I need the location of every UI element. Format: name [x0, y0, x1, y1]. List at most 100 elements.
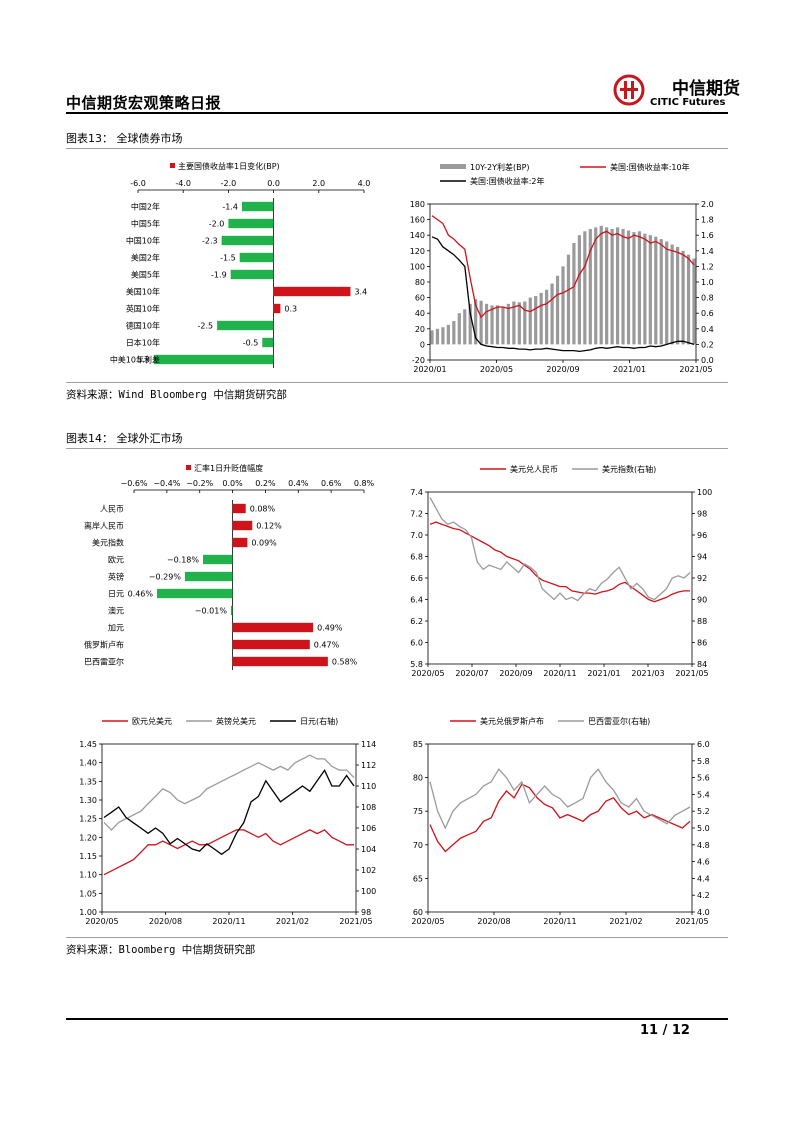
y-right-tick-label: 0.6 — [701, 309, 714, 318]
spread-bar — [495, 305, 500, 345]
y-right-tick-label: 100 — [697, 488, 712, 497]
x-tick-label: −0.4% — [153, 479, 180, 488]
x-tick-label: 0.0% — [222, 479, 243, 488]
data-label: 5.3 — [137, 356, 150, 365]
category-label: 欧元 — [108, 555, 124, 565]
bar — [232, 537, 248, 548]
y-right-tick-label: 98 — [697, 510, 707, 519]
data-label: 0.12% — [256, 522, 282, 531]
spread-bar — [561, 266, 565, 345]
spread-bar — [686, 254, 691, 345]
figure13-top-rule — [66, 148, 728, 149]
x-tick-label: 2020/11 — [543, 669, 576, 678]
category-label: 离岸人民币 — [84, 521, 124, 531]
spread-bar — [615, 227, 620, 345]
x-tick-label: 2021/02 — [609, 917, 642, 926]
bar — [217, 320, 274, 331]
legend-label: 英镑兑美元 — [216, 716, 256, 726]
spread-bar — [528, 297, 532, 345]
figure14-source: 资料来源：Bloomberg 中信期货研究部 — [66, 944, 256, 956]
y-right-tick-label: 4.6 — [697, 858, 710, 867]
spread-bar — [545, 289, 549, 345]
header-rule — [66, 112, 728, 114]
y-right-tick-label: 86 — [697, 639, 707, 648]
x-tick-label: 2020/05 — [411, 917, 444, 926]
y-left-tick-label: 80 — [413, 774, 423, 783]
y-left-tick-label: 80 — [415, 278, 425, 287]
spread-bar — [490, 305, 494, 345]
bar — [232, 622, 314, 633]
y-right-tick-label: 98 — [361, 908, 371, 917]
y-right-tick-label: 4.8 — [697, 841, 710, 850]
fx-change-chart: 汇率1日升贬值幅度 −0.6% −0.4% −0.2% 0.0% 0.2% 0.4% 0.6%… — [84, 463, 375, 670]
y-left-tick-label: 75 — [413, 807, 423, 816]
y-left-tick-label: 1.30 — [79, 796, 97, 805]
y-right-tick-label: 1.8 — [701, 216, 714, 225]
spread-bar — [550, 283, 554, 345]
legend-label: 巴西雷亚尔(右轴) — [588, 716, 650, 726]
spread-bar — [534, 296, 538, 345]
y-right-tick-label: 5.4 — [697, 790, 710, 799]
spread-bar — [506, 303, 511, 345]
x-tick-label: 2021/05 — [675, 669, 708, 678]
x-tick-label: 2021/01 — [613, 365, 646, 374]
x-tick-label: 2020/05 — [480, 365, 513, 374]
y-left-tick-label: 20 — [415, 325, 425, 334]
bar — [273, 286, 351, 297]
data-label: -1.4 — [222, 203, 238, 212]
logo-text-cn: 中信期货 — [672, 79, 740, 99]
spread-bar — [566, 254, 571, 345]
bar — [232, 520, 253, 531]
x-tick-label: -4.0 — [175, 179, 191, 188]
y-left-tick-label: 6.8 — [410, 553, 423, 562]
x-tick-label: 2020/07 — [455, 669, 488, 678]
category-label: 中国2年 — [131, 202, 160, 212]
spread-bar — [523, 301, 527, 345]
spread-bar — [441, 327, 445, 345]
usdcny-dxy-chart: 5.8 6.0 6.2 6.4 6.6 6.8 7.0 7.2 7.4 84 86 88 90 92 94 9… — [410, 464, 712, 678]
x-tick-label: 0.2% — [255, 479, 276, 488]
spread-bar — [599, 225, 603, 345]
spread-bar — [670, 244, 674, 345]
spread-bar — [692, 258, 696, 345]
y-left-tick-label: 1.35 — [79, 777, 97, 786]
eur-gbp-jpy-chart: 1.00 1.05 1.10 1.15 1.20 1.25 1.30 1.35 1.40 1.45… — [79, 716, 376, 926]
y-left-tick-label: 0 — [420, 340, 425, 349]
y-left-tick-label: 70 — [413, 841, 423, 850]
y-left-tick-label: 6.2 — [410, 617, 423, 626]
category-label: 美国10年 — [126, 287, 160, 297]
x-tick-label: 2020/08 — [149, 917, 182, 926]
figure13-source: 资料来源：Wind Bloomberg 中信期货研究部 — [66, 389, 287, 401]
spread-bar — [479, 300, 483, 345]
data-label: 3.4 — [354, 288, 367, 297]
spread-bar — [474, 299, 478, 345]
x-tick-label: -6.0 — [130, 179, 146, 188]
series-line-2 — [103, 769, 355, 856]
x-tick-label: 2021/01 — [587, 669, 620, 678]
x-tick-label: 2021/03 — [631, 669, 664, 678]
y-left-tick-label: 1.00 — [79, 908, 97, 917]
spread-bar — [676, 246, 680, 345]
legend-label: 欧元兑美元 — [132, 716, 172, 726]
spread-bar — [457, 313, 461, 345]
spread-bar — [446, 324, 450, 345]
data-label: 0.3 — [284, 305, 297, 314]
spread-bar — [435, 328, 440, 345]
spread-bar — [583, 231, 587, 345]
x-tick-label: 2021/05 — [679, 365, 712, 374]
spread-bar — [605, 227, 609, 345]
x-tick-label: 4.0 — [358, 179, 371, 188]
x-tick-label: -2.0 — [221, 179, 237, 188]
y-left-tick-label: 60 — [415, 294, 425, 303]
y-right-tick-label: 1.4 — [701, 247, 714, 256]
category-label: 巴西雷亚尔 — [84, 657, 124, 667]
legend-swatch — [186, 465, 191, 470]
y-right-tick-label: 84 — [697, 660, 707, 669]
y-right-tick-label: 114 — [361, 740, 376, 749]
figure14-title: 图表14： 全球外汇市场 — [66, 432, 183, 445]
us-yield-chart: -20 0 20 40 60 80 100 120 140 160 180 0.0 0.2 0.4 0.6 0… — [410, 162, 714, 374]
bond-change-chart: 主要国债收益率1日变化(BP) -6.0 -4.0 -2.0 0.0 2.0 4.0 中国2年… — [110, 161, 371, 368]
data-label: 0.46% — [128, 590, 154, 599]
bar — [232, 656, 328, 667]
x-tick-label: 2020/01 — [413, 365, 446, 374]
